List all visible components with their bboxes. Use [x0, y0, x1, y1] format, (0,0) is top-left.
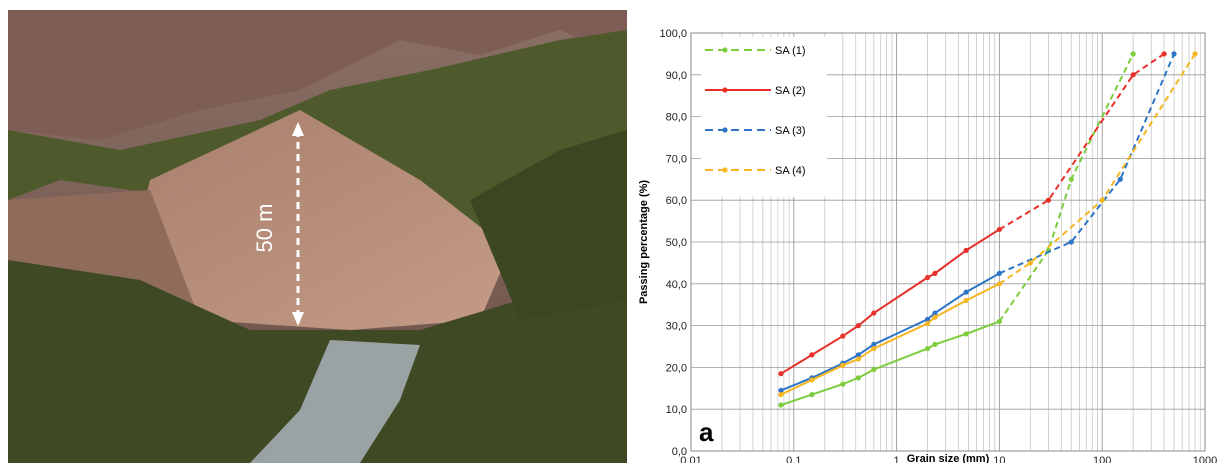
series-line-dashed [998, 53, 1165, 231]
point [932, 310, 938, 316]
point [1027, 260, 1033, 266]
point [963, 247, 969, 253]
point [932, 314, 938, 320]
legend: SA (1) SA (2) SA (3) SA (4) [701, 37, 827, 197]
y-tick-label: 0,0 [672, 446, 687, 458]
point [809, 377, 815, 383]
y-tick-label: 40,0 [666, 279, 687, 291]
point [871, 310, 877, 316]
x-tick-label: 0,1 [786, 455, 801, 463]
series-line-dashed [998, 53, 1135, 322]
point [840, 381, 846, 387]
point [871, 366, 877, 373]
point [932, 341, 938, 348]
y-tick-label: 90,0 [666, 70, 687, 82]
point [1068, 239, 1074, 245]
photo: 50 m [8, 10, 627, 463]
point [1045, 197, 1052, 203]
panel-label: a [699, 417, 714, 447]
point [932, 270, 938, 276]
legend-marker [722, 47, 728, 53]
x-axis-label: Grain size (mm) [907, 453, 990, 463]
point [996, 226, 1003, 233]
point [963, 331, 969, 337]
point [1130, 51, 1136, 57]
point [924, 274, 931, 281]
point [840, 362, 846, 368]
point [924, 345, 931, 352]
point [778, 402, 784, 408]
point [996, 281, 1003, 287]
legend-marker [722, 87, 728, 93]
y-tick-label: 100,0 [659, 28, 687, 40]
series-line-dashed [998, 53, 1196, 285]
point [1068, 176, 1074, 182]
legend-marker [722, 167, 728, 173]
x-tick-label: 0,01 [680, 455, 701, 463]
legend-label: SA (3) [775, 125, 806, 137]
legend-label: SA (4) [775, 165, 806, 177]
point [1161, 51, 1167, 57]
x-tick-label: 1 [894, 455, 900, 463]
point [996, 270, 1003, 276]
point [809, 391, 815, 398]
x-tick-label: 10 [993, 455, 1005, 463]
point [1099, 197, 1105, 203]
point [855, 352, 861, 358]
point [855, 375, 861, 381]
legend-label: SA (2) [775, 85, 806, 97]
point [1130, 72, 1136, 78]
legend-box [701, 37, 827, 197]
plot-frame [690, 32, 1206, 452]
point [1117, 176, 1123, 182]
point [963, 297, 969, 304]
scale-label: 50 m [252, 204, 277, 253]
point [1171, 51, 1177, 57]
point [996, 318, 1003, 325]
point [924, 316, 931, 322]
point [840, 333, 846, 339]
point [1192, 51, 1198, 57]
point [778, 387, 784, 393]
point [778, 371, 784, 377]
y-tick-label: 50,0 [666, 237, 687, 249]
point [809, 352, 815, 358]
point [924, 320, 931, 327]
point [871, 341, 877, 348]
legend-marker [722, 127, 728, 133]
y-tick-label: 30,0 [666, 321, 687, 333]
point [855, 323, 861, 329]
point [855, 356, 861, 362]
x-tick-label: 100 [1093, 455, 1111, 463]
point [778, 391, 784, 398]
y-tick-label: 20,0 [666, 362, 687, 374]
point [871, 345, 877, 352]
y-axis-label: Passing percentage (%) [638, 180, 650, 304]
point [963, 289, 969, 295]
chart: 0,010,020,030,040,050,060,070,080,090,01… [638, 28, 1217, 467]
y-tick-label: 70,0 [666, 153, 687, 165]
legend-label: SA (1) [775, 45, 806, 57]
x-tick-label: 1000 [1193, 455, 1217, 463]
y-tick-label: 60,0 [666, 195, 687, 207]
y-tick-label: 80,0 [666, 112, 687, 124]
y-tick-label: 10,0 [666, 404, 687, 416]
